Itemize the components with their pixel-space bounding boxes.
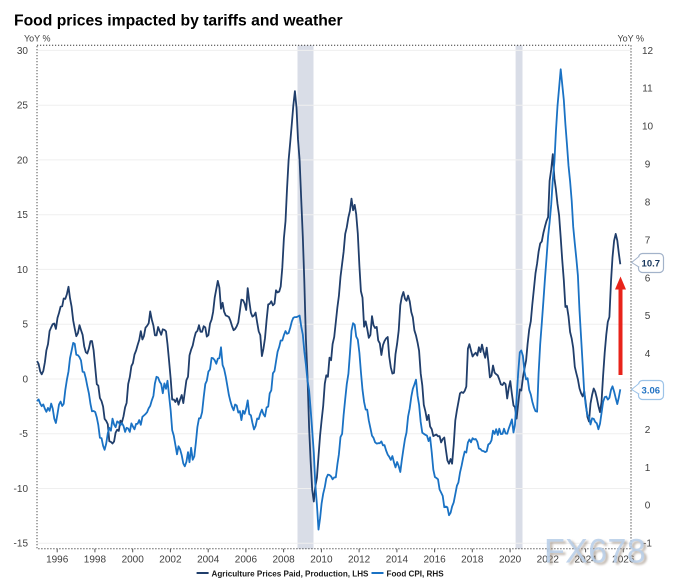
svg-text:1998: 1998 [84,555,107,566]
svg-text:9: 9 [645,160,651,171]
svg-text:FX678: FX678 [547,535,649,573]
svg-text:YoY %: YoY % [24,34,51,44]
svg-text:-15: -15 [14,539,29,550]
svg-text:2006: 2006 [235,555,258,566]
svg-text:2: 2 [645,425,651,436]
svg-text:2024: 2024 [574,555,597,566]
svg-text:Agriculture Prices Paid, Produ: Agriculture Prices Paid, Production, LHS [212,570,370,579]
svg-text:6: 6 [645,273,651,284]
svg-text:3.06: 3.06 [642,385,661,396]
svg-text:30: 30 [17,46,29,57]
svg-text:2018: 2018 [461,555,484,566]
svg-text:10: 10 [642,122,654,133]
svg-text:10: 10 [17,265,29,276]
svg-text:2010: 2010 [310,555,333,566]
svg-text:2020: 2020 [499,555,522,566]
svg-text:YoY %: YoY % [617,34,644,44]
svg-text:2012: 2012 [348,555,371,566]
svg-text:Food CPI, RHS: Food CPI, RHS [387,570,445,579]
svg-text:-1: -1 [643,539,652,550]
svg-text:10.7: 10.7 [642,258,661,269]
svg-text:2008: 2008 [272,555,295,566]
svg-text:0: 0 [645,501,651,512]
svg-text:25: 25 [17,101,29,112]
svg-text:12: 12 [642,46,654,57]
svg-text:20: 20 [17,155,29,166]
svg-text:8: 8 [645,197,651,208]
svg-text:2016: 2016 [423,555,446,566]
svg-text:15: 15 [17,210,29,221]
svg-text:11: 11 [642,84,653,95]
svg-text:5: 5 [22,320,28,331]
svg-text:2014: 2014 [386,555,409,566]
svg-text:0: 0 [22,374,28,385]
svg-text:5: 5 [645,311,651,322]
svg-text:2002: 2002 [159,555,182,566]
svg-text:2026: 2026 [612,555,635,566]
svg-text:7: 7 [645,235,651,246]
svg-text:2000: 2000 [122,555,145,566]
svg-text:2022: 2022 [537,555,560,566]
svg-text:-5: -5 [19,429,28,440]
svg-text:2004: 2004 [197,555,220,566]
svg-text:Food prices impacted by tariff: Food prices impacted by tariffs and weat… [14,13,343,30]
svg-text:1: 1 [645,463,651,474]
svg-text:FX678: FX678 [544,532,646,570]
svg-text:4: 4 [645,349,651,360]
svg-text:-10: -10 [14,484,29,495]
svg-text:1996: 1996 [46,555,69,566]
